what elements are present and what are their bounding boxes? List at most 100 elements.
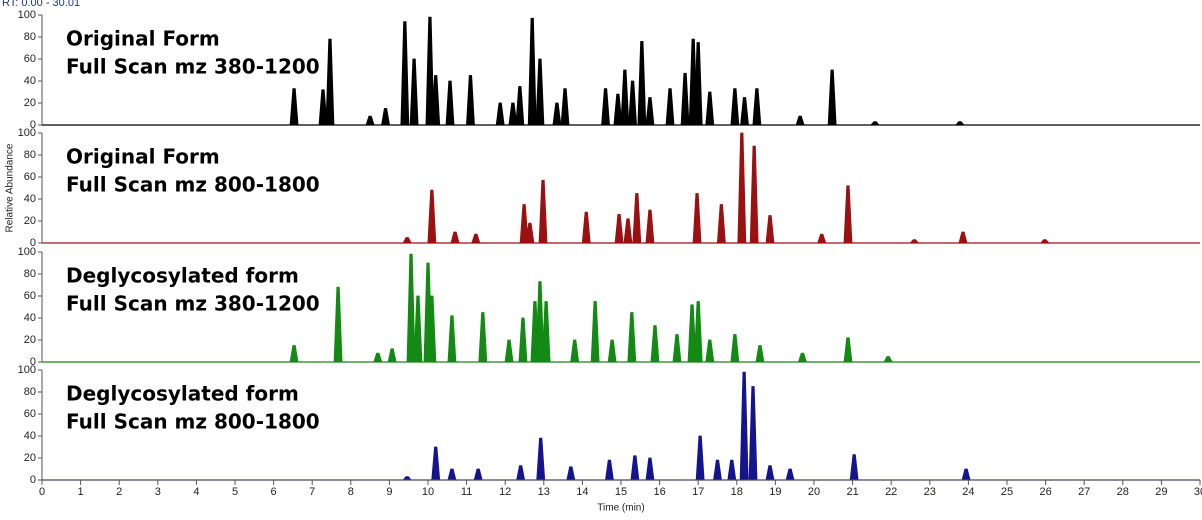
x-tick-label: 2	[116, 486, 122, 498]
peak	[737, 132, 747, 244]
x-tick-label: 5	[232, 486, 238, 498]
x-tick-label: 22	[885, 486, 897, 498]
x-tick-label: 27	[1078, 486, 1090, 498]
x-tick-label: 19	[769, 486, 781, 498]
peak	[727, 459, 737, 481]
peak	[570, 339, 580, 363]
peak	[849, 454, 859, 481]
peak	[645, 209, 655, 244]
x-axis-label: Time (min)	[597, 503, 644, 514]
x-tick-label: 13	[538, 486, 550, 498]
peak	[623, 218, 633, 244]
x-tick-label: 20	[808, 486, 820, 498]
x-tick-label: 14	[576, 486, 588, 498]
peak	[749, 145, 759, 244]
peak	[752, 88, 762, 126]
panel-title: Original Form	[66, 27, 220, 51]
peak	[645, 457, 655, 481]
peak	[427, 189, 437, 244]
x-tick-label: 21	[846, 486, 858, 498]
x-tick-label: 10	[422, 486, 434, 498]
peak	[680, 72, 690, 126]
peak	[425, 16, 435, 126]
peak	[504, 339, 514, 363]
peak	[628, 80, 638, 126]
peak	[961, 468, 971, 481]
y-tick-label: 0	[30, 237, 36, 249]
peak	[665, 88, 675, 126]
peak	[413, 295, 423, 363]
y-tick-label: 0	[30, 119, 36, 131]
peak	[693, 42, 703, 126]
peak	[687, 304, 697, 363]
peak	[581, 211, 591, 244]
peak	[538, 179, 548, 244]
peak	[409, 58, 419, 126]
peak	[525, 222, 535, 244]
peak	[400, 21, 410, 126]
peak	[402, 237, 412, 244]
peak	[843, 337, 853, 363]
peak	[289, 345, 299, 363]
peak	[318, 89, 328, 126]
peak	[827, 69, 837, 126]
rt-range: RT: 0.00 - 30.01	[2, 0, 80, 9]
peak	[730, 334, 740, 363]
y-tick-label: 20	[24, 97, 36, 109]
y-tick-label: 40	[24, 75, 36, 87]
peak	[289, 88, 299, 126]
peak	[613, 93, 623, 126]
y-tick-label: 20	[24, 452, 36, 464]
peak	[817, 233, 827, 244]
peak	[387, 348, 397, 363]
panel-subtitle: Full Scan mz 380-1200	[66, 292, 320, 316]
y-tick-label: 20	[24, 334, 36, 346]
peak	[705, 339, 715, 363]
panel-title: Deglycosylated form	[66, 382, 299, 406]
peak	[645, 97, 655, 126]
peak	[373, 352, 383, 363]
peak	[740, 97, 749, 126]
peak	[535, 58, 545, 126]
peak	[695, 435, 705, 481]
x-tick-label: 16	[653, 486, 665, 498]
peak	[672, 334, 682, 363]
peak	[516, 465, 526, 481]
peak	[471, 233, 481, 244]
peak	[406, 253, 416, 363]
peak	[716, 204, 726, 244]
x-tick-label: 8	[348, 486, 354, 498]
peak	[473, 468, 483, 481]
peak	[797, 352, 807, 363]
peak	[566, 466, 576, 481]
x-tick-label: 0	[39, 486, 45, 498]
peak	[535, 281, 545, 363]
x-tick-label: 25	[1001, 486, 1013, 498]
peak	[765, 215, 775, 244]
peak	[447, 315, 457, 363]
y-tick-label: 60	[24, 408, 36, 420]
x-tick-label: 28	[1117, 486, 1129, 498]
peak	[870, 121, 880, 126]
peak	[1039, 239, 1050, 244]
peak	[431, 446, 441, 481]
x-tick-label: 15	[615, 486, 627, 498]
peak	[515, 86, 525, 126]
peak	[705, 91, 715, 126]
peak	[755, 345, 765, 363]
peak	[478, 312, 488, 363]
peak	[614, 214, 624, 244]
peak	[445, 80, 455, 126]
y-tick-label: 100	[18, 246, 36, 258]
y-tick-label: 40	[24, 312, 36, 324]
x-tick-label: 7	[309, 486, 315, 498]
peak	[365, 115, 375, 126]
y-tick-label: 20	[24, 215, 36, 227]
peak	[590, 301, 600, 363]
x-tick-label: 17	[692, 486, 704, 498]
peak	[843, 185, 853, 244]
peak	[607, 339, 617, 363]
y-tick-label: 80	[24, 31, 36, 43]
y-tick-label: 100	[18, 364, 36, 376]
